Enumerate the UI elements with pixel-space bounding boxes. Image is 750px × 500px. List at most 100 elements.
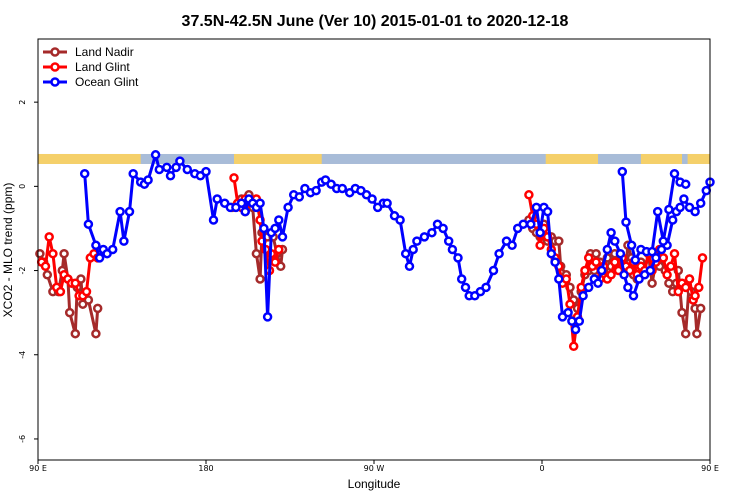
data-point [419, 232, 430, 242]
y-tick-label: 2 [18, 100, 27, 105]
land-band [640, 153, 682, 164]
x-tick-label: 0 [539, 464, 544, 473]
data-point [107, 244, 118, 255]
data-point [697, 253, 708, 263]
data-point [262, 312, 273, 322]
data-point [311, 185, 321, 196]
data-point [669, 248, 680, 259]
data-point [606, 270, 616, 280]
data-point [591, 248, 601, 259]
data-point [175, 156, 185, 166]
data-point [79, 168, 90, 179]
data-point [695, 198, 706, 208]
data-point [81, 286, 92, 297]
data-point [48, 248, 58, 259]
data-point [628, 291, 639, 301]
data-point [610, 257, 620, 267]
data-point [255, 274, 265, 284]
data-point [128, 168, 138, 179]
data-point [42, 270, 53, 280]
data-point [524, 190, 534, 200]
data-point [165, 171, 176, 181]
data-point [623, 282, 633, 293]
y-tick-label: -2 [18, 267, 27, 275]
data-point [274, 215, 284, 225]
data-point [70, 328, 81, 339]
data-point [565, 299, 575, 309]
data-point [526, 219, 536, 229]
data-point [229, 173, 239, 183]
legend-marker [50, 62, 60, 72]
legend-marker [50, 77, 60, 87]
data-point [568, 341, 579, 352]
data-point [35, 248, 45, 259]
data-point [453, 253, 463, 263]
x-tick-label: 90 E [701, 464, 719, 473]
data-point [684, 274, 695, 284]
data-point [554, 274, 564, 284]
data-point [563, 307, 573, 318]
data-point [274, 244, 284, 255]
data-point [92, 303, 103, 314]
data-point [626, 240, 637, 251]
data-point [447, 244, 458, 255]
data-point [201, 166, 211, 177]
series-ocean-glint [79, 150, 715, 335]
legend-label: Land Nadir [75, 45, 134, 59]
data-point [367, 194, 377, 204]
data-point [666, 261, 676, 272]
legend-label: Ocean Glint [75, 75, 139, 89]
data-point [438, 223, 448, 234]
data-point [427, 227, 437, 238]
data-point [64, 307, 75, 318]
data-point [412, 236, 422, 246]
data-point [680, 179, 691, 189]
data-point [583, 253, 594, 263]
data-point [664, 204, 674, 215]
data-point [400, 248, 411, 259]
data-point [647, 278, 657, 288]
data-point [591, 257, 601, 267]
data-point [606, 227, 616, 238]
y-tick-label: -4 [18, 351, 27, 359]
legend-entry: Ocean Glint [43, 75, 139, 89]
data-point [675, 202, 685, 213]
data-point [91, 328, 101, 339]
plot-series [35, 150, 715, 352]
land-band [38, 153, 141, 164]
data-point [182, 164, 193, 175]
data-point [680, 328, 691, 339]
data-point [583, 282, 594, 293]
data-point [561, 274, 572, 284]
x-tick-label: 90 W [364, 464, 385, 473]
data-point [647, 246, 657, 257]
land-band [234, 153, 322, 164]
data-point [669, 168, 680, 179]
data-point [162, 162, 172, 173]
legend-label: Land Glint [75, 60, 130, 74]
data-point [488, 265, 499, 276]
data-point [277, 232, 288, 242]
y-axis-ticks: -6 -4 -2 0 2 [18, 100, 38, 443]
data-point [574, 316, 585, 326]
data-point [143, 175, 153, 185]
data-point [664, 278, 674, 288]
data-point [83, 219, 94, 229]
data-point [652, 206, 663, 217]
data-point [546, 248, 557, 259]
data-point [59, 248, 69, 259]
data-point [542, 206, 553, 217]
data-point [115, 206, 125, 217]
data-point [630, 255, 641, 265]
data-point [535, 227, 545, 238]
land-band [687, 153, 710, 164]
data-point [596, 265, 607, 276]
data-point [481, 282, 491, 293]
x-axis-ticks: 90 E 180 90 W 0 90 E [29, 460, 719, 473]
x-axis-label: Longitude [348, 477, 401, 491]
data-point [602, 244, 613, 255]
y-tick-label: 0 [18, 184, 27, 189]
data-point [692, 328, 702, 339]
data-point [270, 223, 280, 234]
